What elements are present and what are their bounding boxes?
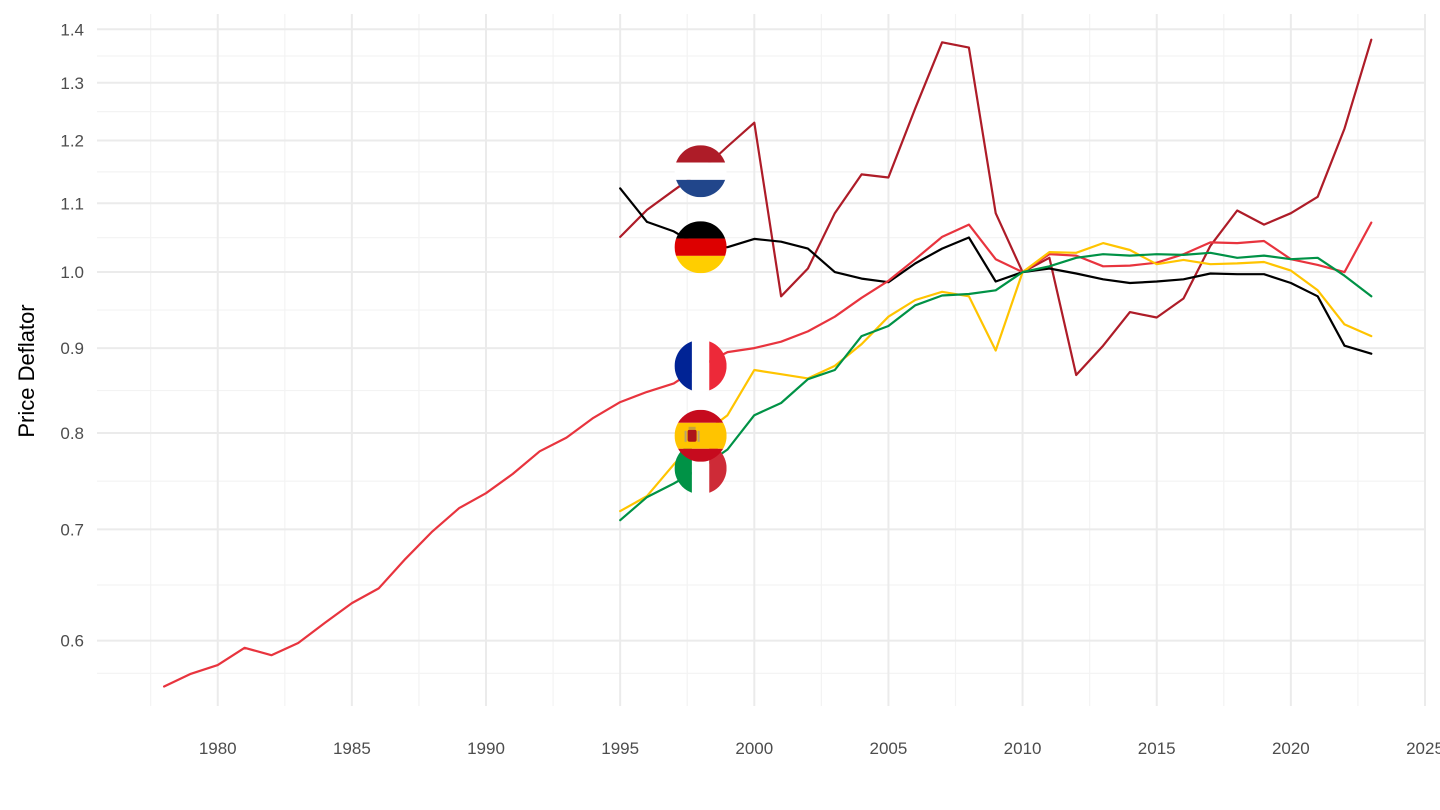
y-axis-title: Price Deflator [14, 304, 39, 437]
y-tick-label: 0.7 [60, 520, 84, 539]
x-tick-label: 2000 [735, 739, 773, 758]
x-tick-label: 1980 [199, 739, 237, 758]
y-tick-label: 0.9 [60, 339, 84, 358]
major-gridlines [97, 14, 1426, 706]
y-tick-label: 1.1 [60, 194, 84, 213]
x-tick-label: 1990 [467, 739, 505, 758]
series-line-italy [619, 251, 1373, 522]
x-axis-tick-labels: 1980 1985 1990 1995 2000 2005 2010 2015 2020 2025 [199, 739, 1440, 758]
x-tick-label: 2025 [1406, 739, 1440, 758]
x-tick-label: 1985 [333, 739, 371, 758]
y-axis-tick-labels: 0.6 0.7 0.8 0.9 1.0 1.1 1.2 1.3 1.4 [60, 20, 84, 650]
y-tick-label: 0.8 [60, 424, 84, 443]
series-lines [163, 38, 1373, 688]
series-line-spain [619, 242, 1373, 513]
x-tick-label: 2010 [1004, 739, 1042, 758]
germany-flag-icon [674, 221, 727, 274]
y-tick-label: 1.3 [60, 74, 84, 93]
y-tick-label: 1.4 [60, 20, 84, 39]
series-line-germany [619, 187, 1373, 355]
x-tick-label: 2020 [1272, 739, 1310, 758]
y-tick-label: 1.0 [60, 263, 84, 282]
x-tick-label: 2015 [1138, 739, 1176, 758]
series-line-france [163, 221, 1373, 688]
x-tick-label: 1995 [601, 739, 639, 758]
y-tick-label: 0.6 [60, 632, 84, 651]
flag-markers [674, 145, 727, 495]
spain-flag-icon [674, 409, 727, 462]
y-tick-label: 1.2 [60, 132, 84, 151]
series-line-netherlands [619, 38, 1373, 377]
minor-gridlines [97, 14, 1425, 706]
netherlands-flag-icon [674, 145, 727, 198]
france-flag-icon [674, 339, 727, 392]
x-tick-label: 2005 [870, 739, 908, 758]
